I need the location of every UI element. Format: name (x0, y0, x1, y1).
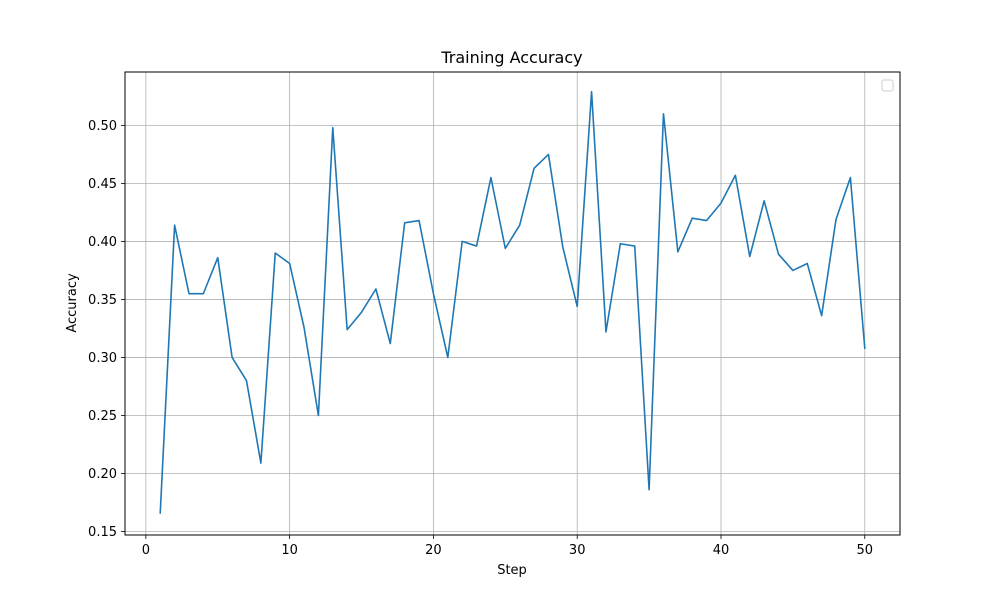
x-tick-label: 30 (569, 543, 586, 558)
grid-lines (125, 72, 900, 535)
x-tick-label: 10 (281, 543, 298, 558)
y-tick-label: 0.50 (88, 119, 117, 134)
y-tick-label: 0.20 (88, 467, 117, 482)
x-axis-label: Step (497, 563, 527, 578)
series-group (159, 90, 866, 514)
chart-title: Training Accuracy (440, 48, 582, 67)
y-tick-label: 0.40 (88, 235, 117, 250)
legend-box (881, 79, 894, 92)
x-tick-label: 0 (142, 543, 150, 558)
x-tick-label: 40 (713, 543, 730, 558)
y-tick-label: 0.35 (88, 293, 117, 308)
y-axis-label: Accuracy (65, 273, 80, 333)
x-tick-label: 50 (856, 543, 873, 558)
y-tick-label: 0.25 (88, 409, 117, 424)
x-tick-label: 20 (425, 543, 442, 558)
x-axis-ticks: 0 10 20 30 40 50 (142, 535, 873, 558)
y-tick-label: 0.45 (88, 177, 117, 192)
plot-frame (124, 71, 901, 536)
y-tick-label: 0.15 (88, 525, 117, 540)
y-tick-label: 0.30 (88, 351, 117, 366)
series-line (159, 90, 866, 514)
y-axis-ticks: 0.15 0.20 0.25 0.30 0.35 0.40 0.45 0.50 (88, 119, 125, 540)
